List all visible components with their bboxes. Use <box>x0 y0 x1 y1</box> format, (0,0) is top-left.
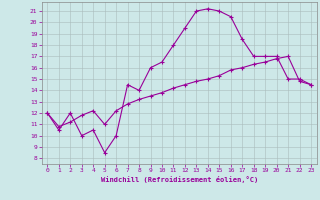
X-axis label: Windchill (Refroidissement éolien,°C): Windchill (Refroidissement éolien,°C) <box>100 176 258 183</box>
